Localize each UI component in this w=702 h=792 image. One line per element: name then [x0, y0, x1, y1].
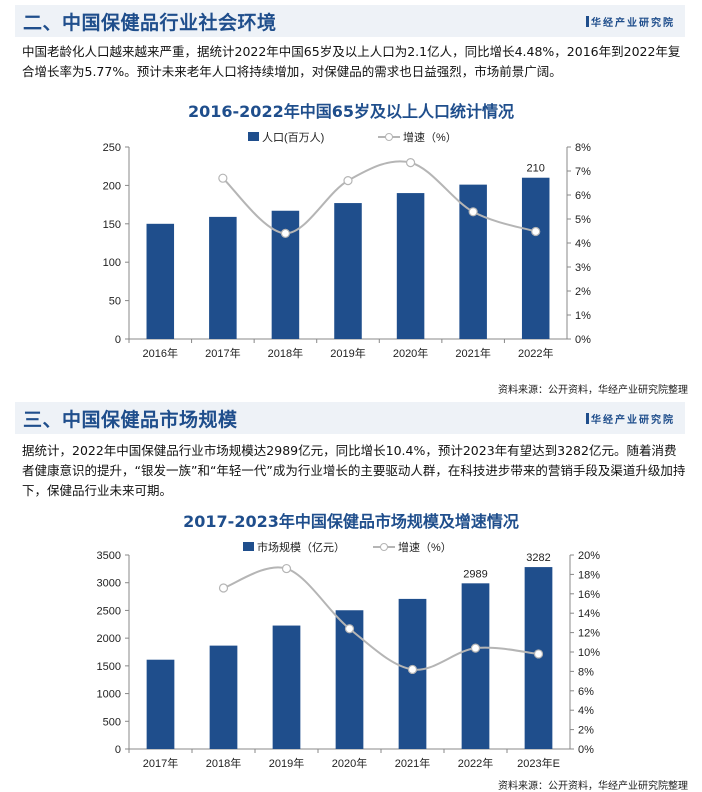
- y-tick-label: 2500: [97, 605, 121, 617]
- data-label: 3282: [526, 552, 550, 564]
- y2-tick-label: 0%: [575, 334, 591, 346]
- x-tick-label: 2020年: [393, 346, 428, 360]
- growth-point: [218, 173, 228, 183]
- growth-point: [531, 226, 541, 237]
- section-title: 三、中国保健品市场规模: [23, 409, 238, 431]
- bar: [335, 610, 364, 749]
- y2-tick-label: 1%: [575, 310, 591, 322]
- chart1: 人口(百万人) 增速（%） 0 50 100 150 200 250 0% 1% 2% 3% 4% 5% 6…: [103, 130, 591, 360]
- growth-point: [343, 175, 353, 186]
- x-tick-label: 2022年: [518, 346, 553, 360]
- growth-line: [223, 566, 539, 671]
- y2-tick-label: 20%: [578, 550, 600, 562]
- y-tick-label: 150: [103, 219, 121, 231]
- y2-tick-label: 7%: [575, 166, 591, 178]
- chart1-title: 2016-2022年中国65岁及以上人口统计情况: [188, 102, 514, 121]
- x-tick-label: 2018年: [268, 346, 303, 360]
- brand-logo: 华经产业研究院: [586, 14, 675, 29]
- y-tick-label: 100: [103, 257, 121, 269]
- y2-tick-label: 8%: [575, 142, 591, 154]
- data-label: 210: [527, 163, 545, 175]
- x-tick-label: 2021年: [455, 346, 490, 360]
- legend-bar-label: 人口(百万人): [262, 131, 324, 144]
- growth-point: [533, 649, 544, 659]
- y-tick-label: 1500: [97, 661, 121, 673]
- legend-bar-swatch: [248, 132, 259, 141]
- bar: [209, 645, 238, 749]
- source-note: 资料来源：公开资料，华经产业研究院整理: [498, 781, 688, 792]
- logo-icon: [586, 413, 589, 424]
- y-tick-label: 50: [109, 296, 121, 308]
- y2-tick-label: 3%: [575, 262, 591, 274]
- y2-tick-label: 14%: [578, 608, 600, 620]
- bar: [272, 625, 301, 749]
- y-tick-label: 250: [103, 142, 121, 154]
- y-tick-label: 0: [115, 334, 121, 346]
- chart2-title: 2017-2023年中国保健品市场规模及增速情况: [183, 512, 519, 531]
- growth-line: [222, 160, 537, 235]
- growth-point: [405, 157, 416, 168]
- bar: [461, 583, 490, 749]
- y2-tick-label: 6%: [575, 190, 591, 202]
- section2-paragraph: 中国老龄化人口越来越来严重，据统计2022年中国65岁及以上人口为2.1亿人，同…: [22, 44, 681, 79]
- growth-point: [218, 583, 229, 593]
- x-tick-label: 2022年: [458, 756, 493, 770]
- y2-tick-label: 2%: [575, 286, 591, 298]
- x-tick-label: 2019年: [330, 346, 365, 360]
- y2-tick-label: 10%: [578, 647, 600, 659]
- section3-paragraph: 据统计，2022年中国保健品行业市场规模达2989亿元，同比增长10.4%，预计…: [22, 443, 686, 498]
- brand-logo: 华经产业研究院: [586, 411, 675, 426]
- legend-line-marker: [385, 133, 393, 141]
- y2-tick-label: 4%: [578, 705, 594, 717]
- growth-point: [344, 624, 355, 634]
- growth-point: [281, 563, 292, 574]
- legend-line-label: 增速（%）: [398, 540, 452, 554]
- growth-point: [470, 643, 481, 653]
- bar: [521, 177, 550, 339]
- y2-tick-label: 2%: [578, 725, 594, 737]
- chart2: 市场规模（亿元） 增速（%） 0 500 1000 1500 2000 2500 3000 350…: [97, 540, 601, 770]
- section3-header: 三、中国保健品市场规模 华经产业研究院: [15, 402, 685, 434]
- section2-header: 二、中国保健品行业社会环境 华经产业研究院: [15, 5, 685, 37]
- y2-tick-label: 0%: [578, 744, 594, 756]
- y2-tick-label: 18%: [578, 569, 600, 581]
- x-tick-label: 2020年: [332, 756, 367, 770]
- y-tick-label: 3500: [97, 550, 121, 562]
- legend-bar-label: 市场规模（亿元）: [257, 540, 345, 554]
- bar: [396, 193, 425, 339]
- growth-point: [280, 228, 291, 239]
- x-tick-label: 2017年: [205, 346, 240, 360]
- bar: [334, 203, 362, 339]
- bar: [146, 223, 175, 339]
- growth-point: [468, 207, 478, 217]
- y-tick-label: 3000: [97, 578, 121, 590]
- section-title: 二、中国保健品行业社会环境: [23, 12, 277, 34]
- data-label: 2989: [463, 568, 487, 580]
- x-tick-label: 2023年E: [517, 756, 560, 770]
- y2-tick-label: 12%: [578, 628, 600, 640]
- bar: [209, 216, 237, 339]
- y-tick-label: 0: [115, 744, 121, 756]
- y-tick-label: 1000: [97, 689, 121, 701]
- logo-icon: [586, 16, 589, 27]
- y2-tick-label: 4%: [575, 238, 591, 250]
- legend-bar-swatch: [243, 542, 254, 551]
- y-tick-label: 2000: [97, 633, 121, 645]
- x-tick-label: 2017年: [143, 756, 178, 770]
- x-tick-label: 2018年: [206, 756, 241, 770]
- y-tick-label: 200: [103, 180, 121, 192]
- legend-line-label: 增速（%）: [403, 130, 457, 144]
- y2-tick-label: 8%: [578, 666, 594, 678]
- y-tick-label: 500: [103, 716, 121, 728]
- x-tick-label: 2019年: [269, 756, 304, 770]
- source-note: 资料来源：公开资料，华经产业研究院整理: [498, 385, 688, 396]
- legend-line-marker: [380, 543, 388, 551]
- growth-point: [407, 664, 418, 675]
- bar: [146, 659, 175, 749]
- x-tick-label: 2016年: [143, 346, 178, 360]
- y2-tick-label: 5%: [575, 214, 591, 226]
- y2-tick-label: 16%: [578, 589, 600, 601]
- y2-tick-label: 6%: [578, 686, 594, 698]
- x-tick-label: 2021年: [395, 756, 430, 770]
